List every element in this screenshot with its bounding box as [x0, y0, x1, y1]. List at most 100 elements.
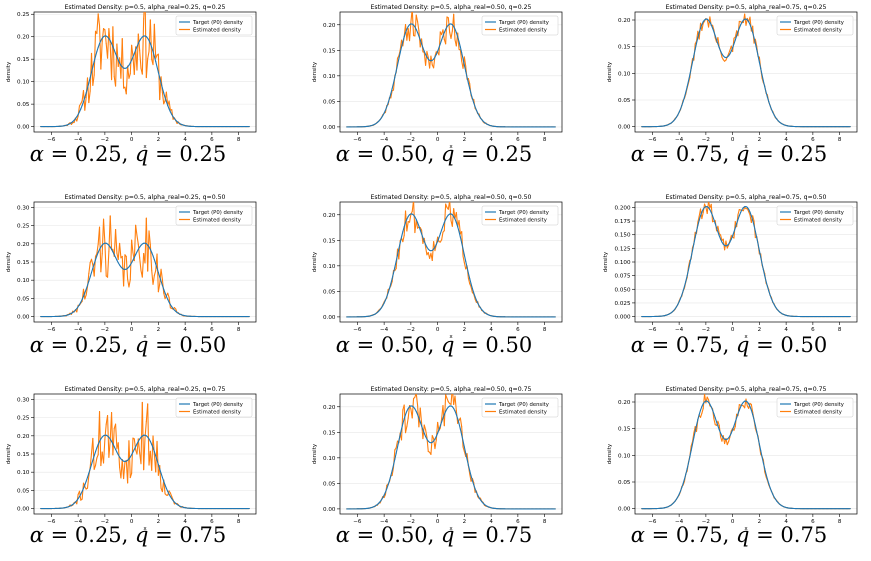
y-tick-label: 0.20 — [618, 400, 631, 406]
subplot-caption: α = 0.75, q = 0.75 — [619, 523, 839, 547]
y-tick-label: 0.10 — [17, 470, 30, 476]
target-density-point — [158, 273, 159, 277]
estimated-density-point — [129, 74, 130, 79]
subplot-caption: α = 0.25, q = 0.75 — [18, 523, 238, 547]
estimated-density-point — [144, 438, 145, 469]
series-estimated-density — [41, 216, 250, 317]
estimated-density-point — [110, 216, 111, 250]
target-density-point — [682, 102, 683, 106]
estimated-density-point — [447, 398, 448, 401]
y-tick-label: 0.00 — [323, 315, 336, 321]
chart-title: Estimated Density: p=0.5, alpha_real=0.2… — [65, 386, 226, 393]
target-density-point — [759, 251, 760, 258]
estimated-density-point — [109, 29, 110, 45]
target-density-point — [419, 226, 420, 230]
q-symbol: q — [441, 142, 454, 166]
estimated-density-point — [410, 214, 411, 222]
estimated-density-point — [124, 462, 125, 478]
estimated-density-point — [418, 22, 419, 31]
y-tick-label: 0.00 — [17, 507, 30, 513]
estimated-density-point — [93, 75, 94, 85]
estimated-density-point — [148, 404, 149, 465]
subplot-caption: α = 0.50, q = 0.25 — [324, 142, 544, 166]
estimated-density-point — [463, 256, 464, 263]
alpha-value: = 0.75, — [645, 142, 736, 166]
target-density-point — [440, 422, 441, 426]
estimated-density-point — [142, 254, 143, 278]
y-tick-label: 0.00 — [618, 125, 631, 131]
y-tick-label: 0.15 — [17, 452, 30, 458]
legend-label: Estimated density — [499, 410, 547, 416]
y-tick-label: 0.00 — [17, 315, 30, 321]
target-density-point — [96, 448, 97, 452]
q-value: = 0.75 — [454, 523, 532, 547]
y-tick-label: 0.20 — [323, 213, 336, 219]
target-density-point — [693, 56, 694, 62]
target-density-point — [765, 276, 766, 282]
target-density-point — [770, 488, 771, 492]
alpha-symbol: α — [631, 333, 645, 357]
estimated-density-point — [126, 66, 127, 94]
y-tick-label: 0.05 — [323, 99, 336, 105]
estimated-density-point — [412, 9, 413, 35]
q-value: = 0.50 — [749, 333, 827, 357]
legend-label: Target (P0) density — [793, 402, 844, 408]
chart-title: Estimated Density: p=0.5, alpha_real=0.5… — [371, 194, 532, 201]
q-symbol: q — [441, 333, 454, 357]
estimated-density-point — [451, 31, 452, 38]
estimated-density-point — [702, 212, 703, 218]
target-density-point — [758, 244, 759, 251]
target-density-point — [715, 418, 716, 422]
estimated-density-point — [149, 231, 150, 245]
density-chart-7: Estimated Density: p=0.5, alpha_real=0.2… — [6, 386, 256, 532]
alpha-symbol: α — [631, 142, 645, 166]
target-density-point — [687, 81, 688, 87]
y-tick-label: 0.10 — [17, 80, 30, 86]
subplot-caption: α = 0.50, q = 0.75 — [324, 523, 544, 547]
q-value: = 0.75 — [148, 523, 226, 547]
target-density-point — [717, 40, 718, 44]
target-density-point — [474, 485, 475, 489]
y-tick-label: 0.20 — [323, 23, 336, 29]
target-density-point — [458, 227, 459, 232]
estimated-density-point — [148, 51, 149, 58]
estimated-density-point — [116, 424, 117, 449]
chart-title: Estimated Density: p=0.5, alpha_real=0.7… — [666, 194, 827, 201]
target-density-point — [761, 257, 762, 263]
y-tick-label: 0.175 — [614, 219, 630, 225]
target-density-point — [153, 256, 154, 260]
target-density-point — [762, 264, 763, 270]
q-value: = 0.75 — [749, 523, 827, 547]
series-target-density — [347, 24, 556, 127]
chart-title: Estimated Density: p=0.5, alpha_real=0.7… — [666, 4, 827, 11]
estimated-density-point — [108, 251, 109, 277]
target-density-point — [97, 47, 98, 51]
estimated-density-point — [101, 254, 102, 272]
estimated-density-point — [105, 30, 106, 44]
y-axis-label: density — [6, 443, 12, 464]
y-axis-label: density — [312, 443, 318, 464]
alpha-value: = 0.25, — [44, 333, 135, 357]
density-chart-1: Estimated Density: p=0.5, alpha_real=0.2… — [6, 0, 256, 150]
legend-label: Target (P0) density — [192, 20, 243, 26]
estimated-density-point — [104, 219, 105, 243]
estimated-density-point — [101, 41, 102, 69]
target-density-point — [422, 44, 423, 48]
target-density-point — [769, 102, 770, 106]
estimated-density-point — [444, 395, 445, 426]
y-tick-label: 0.15 — [323, 48, 336, 54]
y-axis-label: density — [607, 61, 613, 82]
q-value: = 0.50 — [148, 333, 226, 357]
estimated-density-point — [128, 66, 129, 78]
estimated-density-point — [442, 232, 443, 240]
target-density-point — [459, 424, 460, 429]
y-axis-label: density — [312, 251, 318, 272]
target-density-point — [406, 411, 407, 414]
target-density-point — [464, 255, 465, 261]
target-density-point — [770, 295, 771, 299]
alpha-value: = 0.25, — [44, 142, 135, 166]
target-density-point — [442, 36, 443, 40]
target-density-point — [690, 257, 691, 263]
